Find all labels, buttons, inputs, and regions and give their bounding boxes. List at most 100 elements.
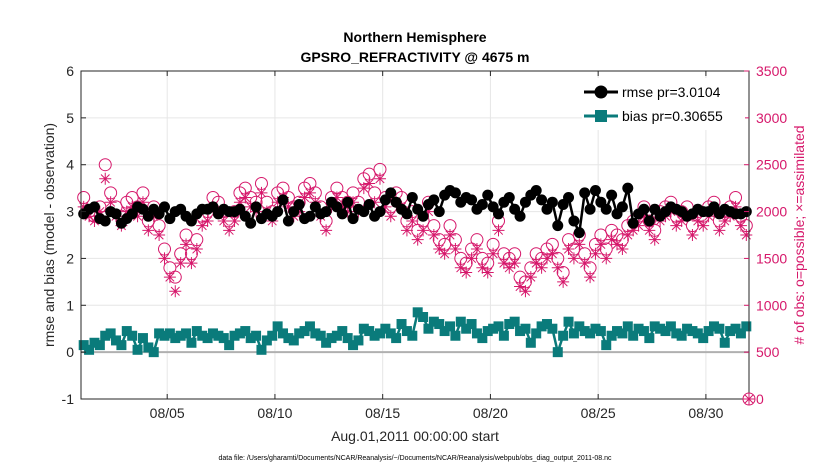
bias-point <box>644 333 655 344</box>
obs-assimilated-point <box>686 229 699 241</box>
bias-point <box>304 321 315 332</box>
bias-point <box>612 326 623 337</box>
bias-point <box>660 326 671 337</box>
rmse-point <box>530 184 542 196</box>
bias-point <box>520 323 531 334</box>
obs-assimilated-point <box>93 205 106 218</box>
bias-point <box>617 328 628 339</box>
obs-assimilated-point <box>460 266 473 279</box>
bias-point <box>461 323 472 334</box>
bias-point <box>175 330 186 341</box>
obs-assimilated-point <box>481 266 494 279</box>
obs-assimilated-point <box>465 252 478 265</box>
bias-point <box>622 321 633 332</box>
bias-point <box>240 326 251 337</box>
obs-assimilated-point <box>611 238 624 251</box>
obs-assimilated-point <box>584 271 597 284</box>
bias-point <box>111 335 122 346</box>
bias-point <box>278 328 289 339</box>
obs-possible-point <box>98 158 112 172</box>
bias-point <box>197 330 208 341</box>
rmse-point <box>638 203 650 215</box>
bias-point <box>735 328 746 339</box>
bias-point <box>563 316 574 327</box>
bias-point <box>207 328 218 339</box>
rmse-point <box>159 201 170 213</box>
bias-point <box>434 319 445 330</box>
obs-assimilated-point <box>158 252 171 265</box>
rmse-point <box>579 187 591 199</box>
bias-point <box>682 323 693 334</box>
bias-point <box>358 323 369 334</box>
obs-assimilated-point <box>675 214 688 227</box>
bias-point <box>428 316 439 327</box>
bias-point <box>181 328 192 339</box>
bias-point <box>127 330 138 341</box>
bias-point <box>191 326 202 337</box>
rmse-point <box>606 189 618 201</box>
bias-point <box>714 323 725 334</box>
obs-assimilated-point <box>444 229 457 241</box>
bias-point <box>638 326 649 337</box>
obs-assimilated-point <box>136 196 149 209</box>
bias-point <box>703 326 714 337</box>
obs-assimilated-point <box>546 247 559 260</box>
axis-origin-star <box>743 393 755 405</box>
obs-assimilated-point <box>449 243 462 256</box>
obs-assimilated-point <box>379 200 392 213</box>
legend-bias-marker <box>595 110 607 122</box>
y-axis-label-right: # of obs: o=possible; ×=assimilated <box>791 125 807 344</box>
obs-assimilated-point <box>697 219 710 232</box>
y-tick-label-right: 3500 <box>756 63 787 79</box>
bias-point <box>579 326 590 337</box>
bias-point <box>515 326 526 337</box>
bias-point <box>455 316 466 327</box>
obs-assimilated-point <box>562 243 575 256</box>
rmse-point <box>320 206 332 218</box>
bias-point <box>568 328 579 339</box>
y-tick-label-right: 2000 <box>756 204 787 220</box>
rmse-point <box>374 206 386 218</box>
obs-assimilated-point <box>573 238 586 251</box>
rmse-point <box>622 182 634 194</box>
bias-point <box>245 333 256 344</box>
obs-assimilated-point <box>228 214 241 227</box>
obs-assimilated-point <box>233 196 246 209</box>
obs-assimilated-point <box>438 247 451 260</box>
bias-point <box>687 326 698 337</box>
bias-point <box>412 307 423 318</box>
obs-assimilated-point <box>670 219 683 232</box>
y-tick-label-right: 1500 <box>756 250 787 266</box>
series-layer <box>77 158 753 358</box>
legend-rmse-label: rmse pr=3.0104 <box>622 84 721 100</box>
bias-point <box>595 326 606 337</box>
bias-point <box>574 321 585 332</box>
rmse-point <box>245 217 257 229</box>
bias-point <box>725 326 736 337</box>
x-tick-label: 08/20 <box>473 405 508 421</box>
obs-assimilated-point <box>142 224 155 237</box>
obs-assimilated-point <box>357 182 370 195</box>
bias-point <box>558 330 569 341</box>
rmse-point <box>514 210 526 222</box>
bias-point <box>730 323 741 334</box>
x-tick-label: 08/15 <box>365 405 400 421</box>
rmse-point <box>563 192 575 204</box>
bias-point <box>741 321 752 332</box>
obs-assimilated-point <box>433 243 446 256</box>
obs-assimilated-point <box>400 224 413 237</box>
legend: rmse pr=3.0104 bias pr=0.30655 <box>582 78 745 130</box>
bias-point <box>137 333 148 344</box>
bias-point <box>256 344 267 355</box>
bias-point <box>288 335 299 346</box>
rmse-point <box>250 201 262 213</box>
rmse-point <box>466 194 478 206</box>
rmse-point <box>433 206 445 218</box>
bias-point <box>509 316 520 327</box>
axis-ticks: 08/05 08/10 08/15 08/20 08/25 08/30 -1 0 1 2 3 4 5 6 0… <box>62 63 788 421</box>
bias-point <box>364 326 375 337</box>
bias-point <box>159 330 170 341</box>
obs-assimilated-point <box>637 210 650 223</box>
obs-assimilated-point <box>196 219 209 232</box>
